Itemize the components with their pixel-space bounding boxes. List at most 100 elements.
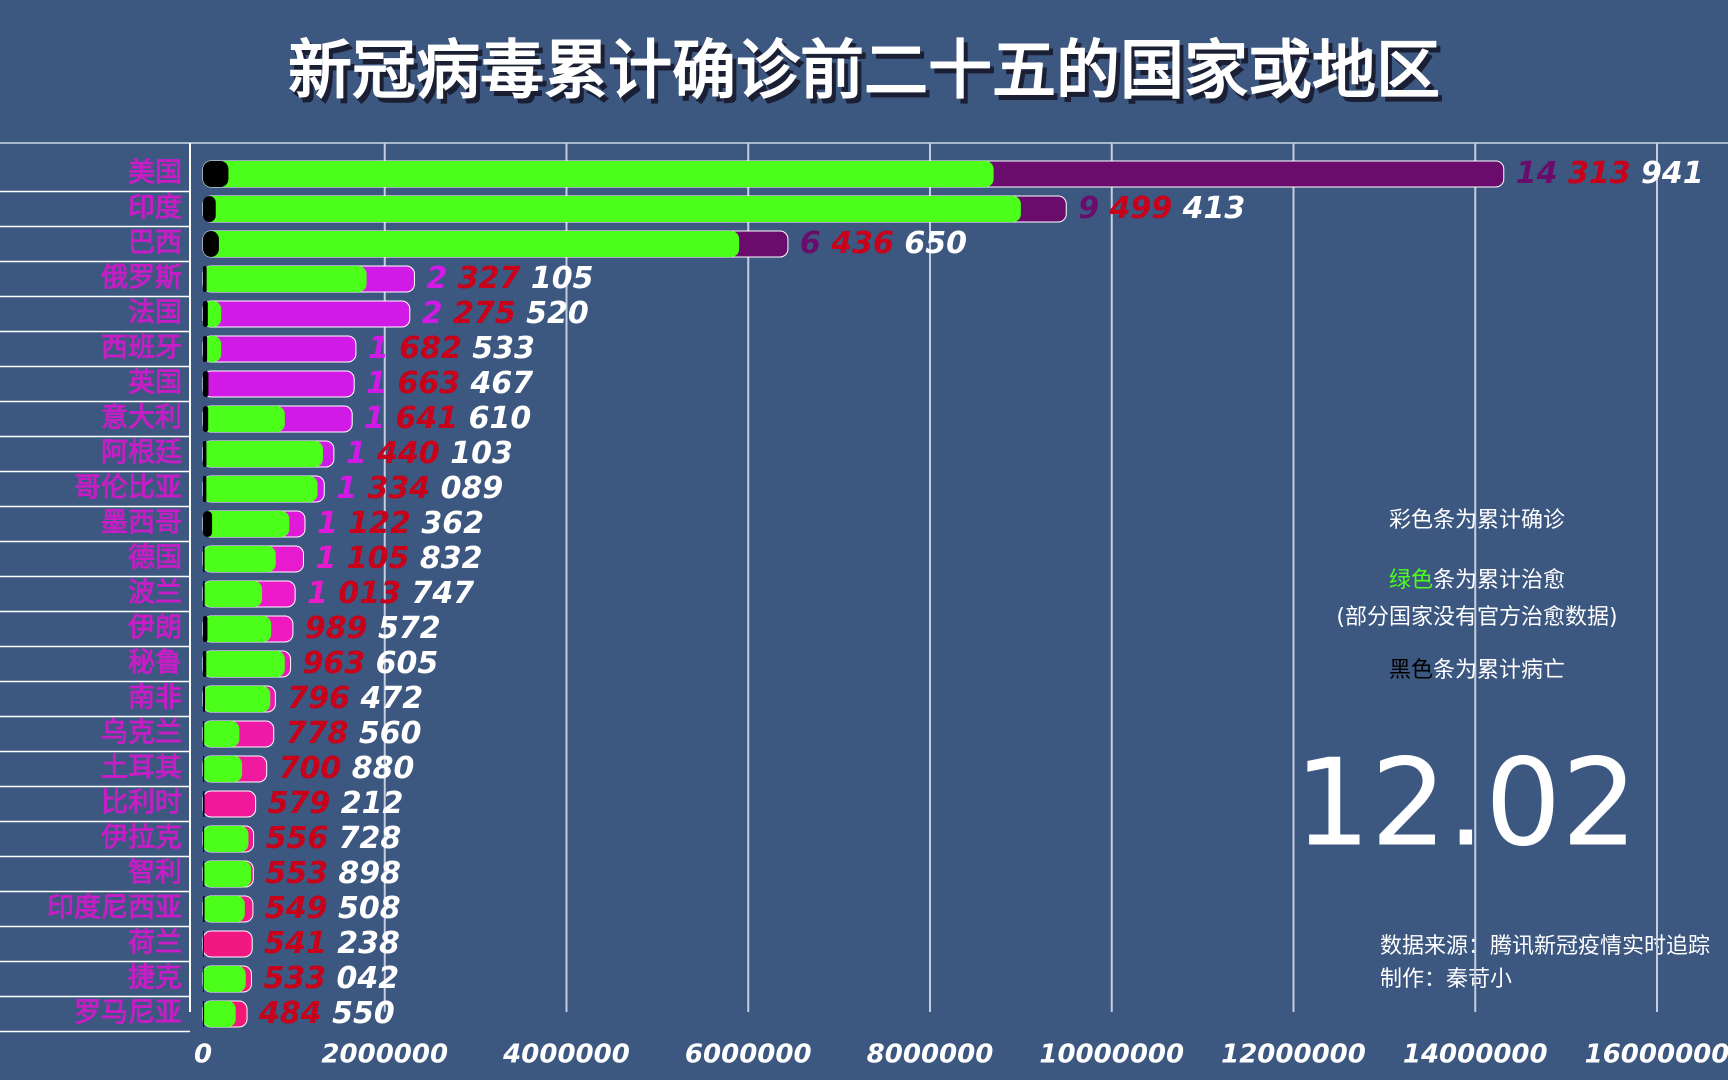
- category-label: 比利时: [101, 788, 182, 819]
- death-bar: [203, 266, 207, 292]
- death-bar: [203, 196, 216, 222]
- confirmed-bar: [202, 370, 355, 398]
- confirmed-bar: [202, 300, 411, 328]
- death-bar: [203, 336, 208, 362]
- x-tick-label: 6000000: [685, 1040, 812, 1070]
- recovered-bar: [203, 966, 246, 992]
- value-label: 1 641 610: [364, 401, 531, 436]
- value-label: 541 238: [264, 926, 400, 961]
- x-tick-label: 0: [194, 1040, 212, 1070]
- value-label: 9 499 413: [1078, 191, 1245, 226]
- death-bar: [203, 861, 205, 887]
- death-bar: [203, 581, 205, 607]
- recovered-bar: [203, 896, 245, 922]
- legend-note: (部分国家没有官方治愈数据): [1336, 605, 1617, 630]
- death-bar: [203, 406, 209, 432]
- value-label: 533 042: [263, 961, 399, 996]
- category-label: 德国: [128, 543, 182, 574]
- x-tick-label: 2000000: [321, 1040, 448, 1070]
- death-bar: [203, 231, 219, 257]
- recovered-bar: [203, 686, 271, 712]
- legend-entry: 绿色条为累计治愈: [1389, 568, 1565, 593]
- category-label: 意大利: [101, 402, 182, 434]
- category-label: 英国: [128, 368, 182, 399]
- category-label: 墨西哥: [101, 508, 182, 539]
- category-label: 土耳其: [101, 753, 182, 784]
- value-label: 989 572: [305, 611, 441, 646]
- recovered-bar: [203, 721, 240, 747]
- x-tick-label: 12000000: [1221, 1040, 1366, 1070]
- date-label: 12.02: [1294, 735, 1638, 874]
- death-bar: [203, 966, 204, 992]
- value-label: 579 212: [268, 786, 404, 821]
- recovered-bar: [203, 266, 367, 292]
- value-label: 2 275 520: [422, 296, 589, 331]
- x-tick-label: 10000000: [1039, 1040, 1184, 1070]
- recovered-bar: [203, 231, 740, 257]
- recovered-bar: [203, 161, 994, 187]
- death-bar: [203, 616, 208, 642]
- death-bar: [203, 791, 205, 817]
- value-label: 1 122 362: [317, 506, 484, 541]
- value-label: 2 327 105: [426, 261, 593, 296]
- value-label: 1 013 747: [307, 576, 474, 611]
- value-label: 963 605: [303, 646, 439, 681]
- category-label: 印度尼西亚: [47, 892, 182, 924]
- category-label: 西班牙: [101, 333, 182, 364]
- recovered-bar: [203, 651, 285, 677]
- recovered-bar: [203, 861, 252, 887]
- category-label: 俄罗斯: [100, 263, 182, 294]
- death-bar: [203, 651, 207, 677]
- value-label: 484 550: [258, 996, 395, 1031]
- category-label: 美国: [128, 157, 182, 189]
- recovered-bar: [203, 1001, 236, 1027]
- source: 数据来源：腾讯新冠疫情实时追踪: [1380, 934, 1710, 959]
- category-label: 哥伦比亚: [74, 472, 182, 504]
- recovered-bar: [203, 336, 222, 362]
- death-bar: [203, 756, 205, 782]
- death-bar: [203, 441, 207, 467]
- value-label: 553 898: [265, 856, 401, 891]
- death-bar: [203, 686, 205, 712]
- value-label: 6 436 650: [800, 226, 967, 261]
- death-bar: [203, 301, 208, 327]
- value-label: 1 334 089: [336, 471, 503, 506]
- value-label: 700 880: [279, 751, 415, 786]
- legend-entry: 彩色条为累计确诊: [1389, 508, 1565, 533]
- confirmed-bar: [202, 335, 357, 363]
- category-label: 荷兰: [128, 928, 182, 959]
- death-bar: [203, 511, 213, 537]
- death-bar: [203, 1001, 205, 1027]
- recovered-bar: [203, 546, 276, 572]
- death-bar: [203, 161, 229, 187]
- value-label: 796 472: [287, 681, 423, 716]
- value-label: 556 728: [266, 821, 402, 856]
- death-bar: [203, 896, 205, 922]
- category-label: 智利: [128, 858, 182, 889]
- recovered-bar: [203, 441, 323, 467]
- recovered-bar: [203, 406, 285, 432]
- death-bar: [203, 546, 205, 572]
- legend-entry: 黑色条为累计病亡: [1389, 658, 1565, 683]
- x-tick-label: 4000000: [502, 1040, 630, 1070]
- category-label: 伊拉克: [100, 822, 182, 854]
- x-tick-label: 16000000: [1585, 1040, 1728, 1070]
- recovered-bar: [203, 581, 263, 607]
- value-label: 778 560: [286, 716, 422, 751]
- category-label: 巴西: [128, 228, 182, 259]
- value-label: 14 313 941: [1516, 156, 1704, 191]
- category-label: 伊朗: [127, 613, 182, 644]
- title-shadow: 新冠病毒累计确诊前二十五的国家或地区: [292, 40, 1444, 114]
- recovered-bar: [203, 511, 290, 537]
- death-bar: [203, 721, 205, 747]
- death-bar: [203, 371, 209, 397]
- recovered-bar: [203, 756, 243, 782]
- x-tick-label: 14000000: [1403, 1040, 1548, 1070]
- recovered-bar: [203, 196, 1021, 222]
- category-label: 乌克兰: [101, 717, 182, 749]
- death-bar: [203, 476, 207, 502]
- category-label: 捷克: [128, 962, 182, 994]
- confirmed-bar: [202, 790, 257, 818]
- x-tick-label: 8000000: [867, 1040, 994, 1070]
